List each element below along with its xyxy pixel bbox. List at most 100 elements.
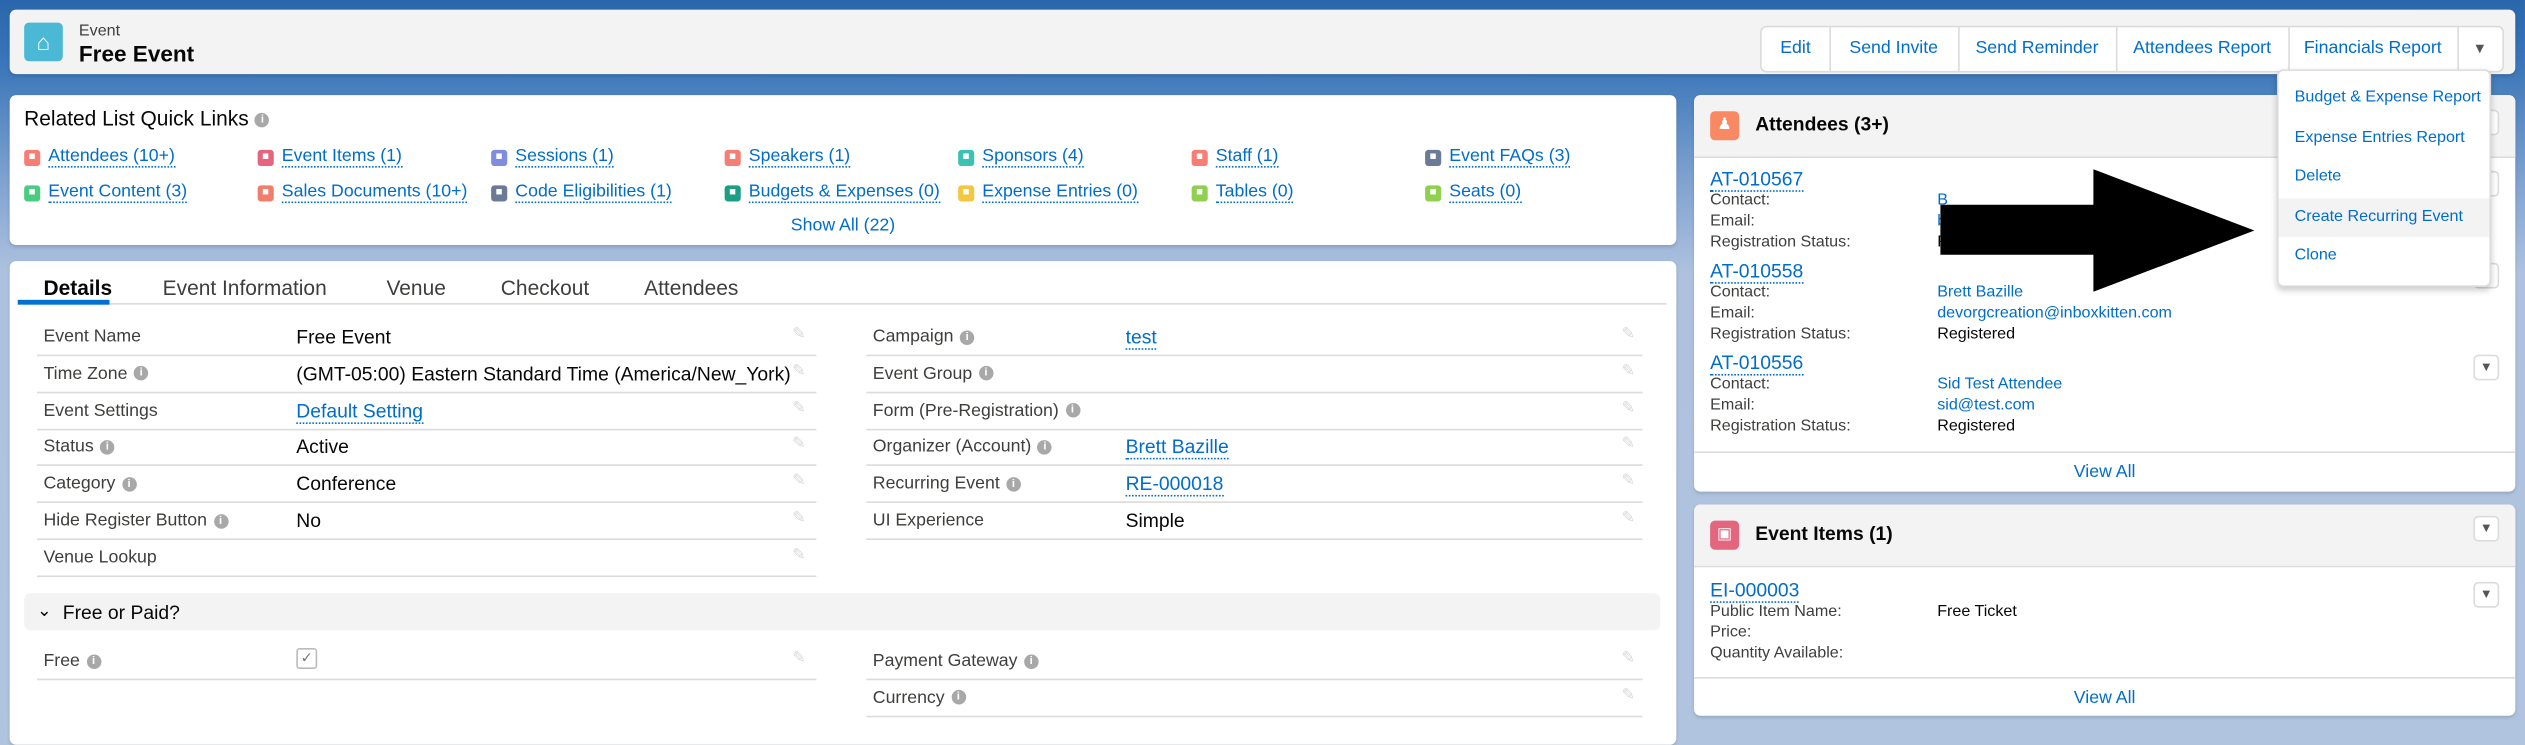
menu-item-expense-entries-report[interactable]: Expense Entries Report <box>2294 128 2465 146</box>
attendee-field-value[interactable]: Sid Test Attendee <box>1937 375 2063 394</box>
section-free-or-paid[interactable]: ⌄ Free or Paid? <box>24 593 1661 631</box>
field-value-status: Active <box>296 435 349 459</box>
attendee-record-link[interactable]: AT-010556 <box>1710 351 1804 376</box>
view-all-event-items-link[interactable]: View All <box>2073 688 2136 708</box>
quick-link-tables[interactable]: ■ Tables (0) <box>1191 182 1294 204</box>
quick-link-label[interactable]: Event Items (1) <box>281 146 402 168</box>
tab-event-information[interactable]: Event Information <box>162 275 327 300</box>
quick-link-label[interactable]: Tables (0) <box>1215 182 1294 204</box>
attendee-field-value[interactable]: sid@test.com <box>1937 396 2035 415</box>
quick-link-sessions[interactable]: ■ Sessions (1) <box>491 147 614 168</box>
edit-pencil-icon[interactable]: ✎ <box>1621 325 1636 344</box>
field-value-campaign[interactable]: test <box>1125 325 1157 350</box>
info-icon[interactable]: i <box>133 366 149 382</box>
quick-link-sponsors[interactable]: ■ Sponsors (4) <box>958 147 1084 168</box>
edit-pencil-icon[interactable]: ✎ <box>1621 362 1636 381</box>
edit-pencil-icon[interactable]: ✎ <box>1621 509 1636 528</box>
field-value-organizer-account[interactable]: Brett Bazille <box>1125 435 1229 461</box>
info-icon[interactable]: i <box>978 366 994 382</box>
edit-pencil-icon[interactable]: ✎ <box>792 435 806 454</box>
event-items-menu-button[interactable]: ▼ <box>2473 515 2500 542</box>
tab-venue[interactable]: Venue <box>386 275 446 300</box>
field-label-text: Venue Lookup <box>43 547 157 568</box>
field-value-event-name: Free Event <box>296 325 391 349</box>
quick-link-seats[interactable]: ■ Seats (0) <box>1425 182 1522 204</box>
quick-link-label[interactable]: Event FAQs (3) <box>1449 146 1571 168</box>
quick-link-label[interactable]: Sessions (1) <box>515 146 614 168</box>
quick-link-code-eligibilities[interactable]: ■ Code Eligibilities (1) <box>491 182 672 204</box>
info-icon[interactable]: i <box>121 476 137 492</box>
info-icon[interactable]: i <box>86 653 101 669</box>
info-icon[interactable]: i <box>951 690 966 706</box>
quick-link-speakers[interactable]: ■ Speakers (1) <box>724 146 851 168</box>
quick-link-label[interactable]: Speakers (1) <box>748 146 851 168</box>
quick-link-label[interactable]: Sales Documents (10+) <box>281 182 468 204</box>
menu-item-create-recurring-event[interactable]: Create Recurring Event <box>2278 197 2490 237</box>
info-icon[interactable]: i <box>213 513 228 529</box>
info-icon[interactable]: i <box>100 440 115 455</box>
info-icon[interactable]: i <box>959 329 975 345</box>
quick-link-label[interactable]: Seats (0) <box>1449 182 1522 204</box>
event-item-record-link[interactable]: EI-000003 <box>1710 578 1800 603</box>
divider <box>1694 451 2516 453</box>
info-icon[interactable]: i <box>255 112 270 128</box>
quick-link-label[interactable]: Staff (1) <box>1215 146 1279 168</box>
edit-pencil-icon[interactable]: ✎ <box>792 472 806 491</box>
tab-checkout[interactable]: Checkout <box>500 275 590 300</box>
edit-button[interactable]: Edit <box>1762 27 1831 71</box>
quick-link-event-faqs[interactable]: ■ Event FAQs (3) <box>1425 146 1571 168</box>
tab-details[interactable]: Details <box>43 275 113 300</box>
event-item-record-menu-button[interactable]: ▼ <box>2473 581 2500 608</box>
attendee-field-value[interactable]: B <box>1937 191 1948 210</box>
edit-pencil-icon[interactable]: ✎ <box>1621 686 1636 705</box>
attendee-record-link[interactable]: AT-010558 <box>1710 259 1804 284</box>
quick-link-event-content[interactable]: ■ Event Content (3) <box>24 182 188 204</box>
info-icon[interactable]: i <box>1023 653 1039 669</box>
info-icon[interactable]: i <box>1037 440 1053 455</box>
edit-pencil-icon[interactable]: ✎ <box>792 325 806 344</box>
edit-pencil-icon[interactable]: ✎ <box>792 509 806 528</box>
edit-pencil-icon[interactable]: ✎ <box>1621 649 1636 668</box>
quick-link-label[interactable]: Event Content (3) <box>48 182 188 204</box>
quick-link-label[interactable]: Sponsors (4) <box>982 146 1084 168</box>
financials-report-button[interactable]: Financials Report <box>2288 27 2459 71</box>
quick-link-event-items[interactable]: ■ Event Items (1) <box>257 146 402 168</box>
attendee-record-menu-button[interactable]: ▼ <box>2473 354 2500 381</box>
attendee-record-link[interactable]: AT-010567 <box>1710 167 1804 192</box>
info-icon[interactable]: i <box>1065 403 1080 418</box>
quick-link-label[interactable]: Code Eligibilities (1) <box>515 182 672 204</box>
edit-pencil-icon[interactable]: ✎ <box>792 399 806 417</box>
edit-pencil-icon[interactable]: ✎ <box>1621 399 1636 417</box>
quick-link-label[interactable]: Expense Entries (0) <box>982 182 1138 204</box>
edit-pencil-icon[interactable]: ✎ <box>792 649 806 668</box>
field-value-recurring-event[interactable]: RE-000018 <box>1125 472 1224 497</box>
menu-item-budget-expense-report[interactable]: Budget & Expense Report <box>2294 88 2481 107</box>
quick-link-label[interactable]: Attendees (10+) <box>48 146 175 168</box>
quick-link-attendees[interactable]: ■ Attendees (10+) <box>24 147 175 168</box>
field-label-text: Campaign <box>872 327 954 347</box>
edit-pencil-icon[interactable]: ✎ <box>1621 435 1636 454</box>
edit-pencil-icon[interactable]: ✎ <box>792 546 806 564</box>
quick-link-sales-documents[interactable]: ■ Sales Documents (10+) <box>257 182 468 204</box>
quick-link-budgets-expenses[interactable]: ■ Budgets & Expenses (0) <box>724 182 940 204</box>
quick-link-label[interactable]: Budgets & Expenses (0) <box>748 182 940 204</box>
tab-divider <box>24 303 1667 305</box>
more-actions-menu: Budget & Expense Report Expense Entries R… <box>2276 69 2492 287</box>
menu-item-delete[interactable]: Delete <box>2294 167 2342 186</box>
show-all-link[interactable]: Show All (22) <box>790 216 896 236</box>
field-value-event-settings[interactable]: Default Setting <box>296 399 424 424</box>
send-invite-button[interactable]: Send Invite <box>1829 27 1960 71</box>
quick-link-staff[interactable]: ■ Staff (1) <box>1191 146 1279 168</box>
quick-link-expense-entries[interactable]: ■ Expense Entries (0) <box>958 182 1138 204</box>
attendees-report-button[interactable]: Attendees Report <box>2116 27 2290 71</box>
info-icon[interactable]: i <box>1006 476 1021 492</box>
send-reminder-button[interactable]: Send Reminder <box>1958 27 2118 71</box>
edit-pencil-icon[interactable]: ✎ <box>792 362 806 381</box>
attendee-field-value[interactable]: devorgcreation@inboxkitten.com <box>1937 304 2172 323</box>
more-actions-dropdown-button[interactable]: ▼ <box>2472 40 2488 57</box>
menu-item-clone[interactable]: Clone <box>2294 246 2337 265</box>
tab-attendees[interactable]: Attendees <box>644 275 739 300</box>
edit-pencil-icon[interactable]: ✎ <box>1621 472 1636 491</box>
attendee-field-value[interactable]: Brett Bazille <box>1937 283 2024 302</box>
view-all-attendees-link[interactable]: View All <box>2073 462 2136 482</box>
